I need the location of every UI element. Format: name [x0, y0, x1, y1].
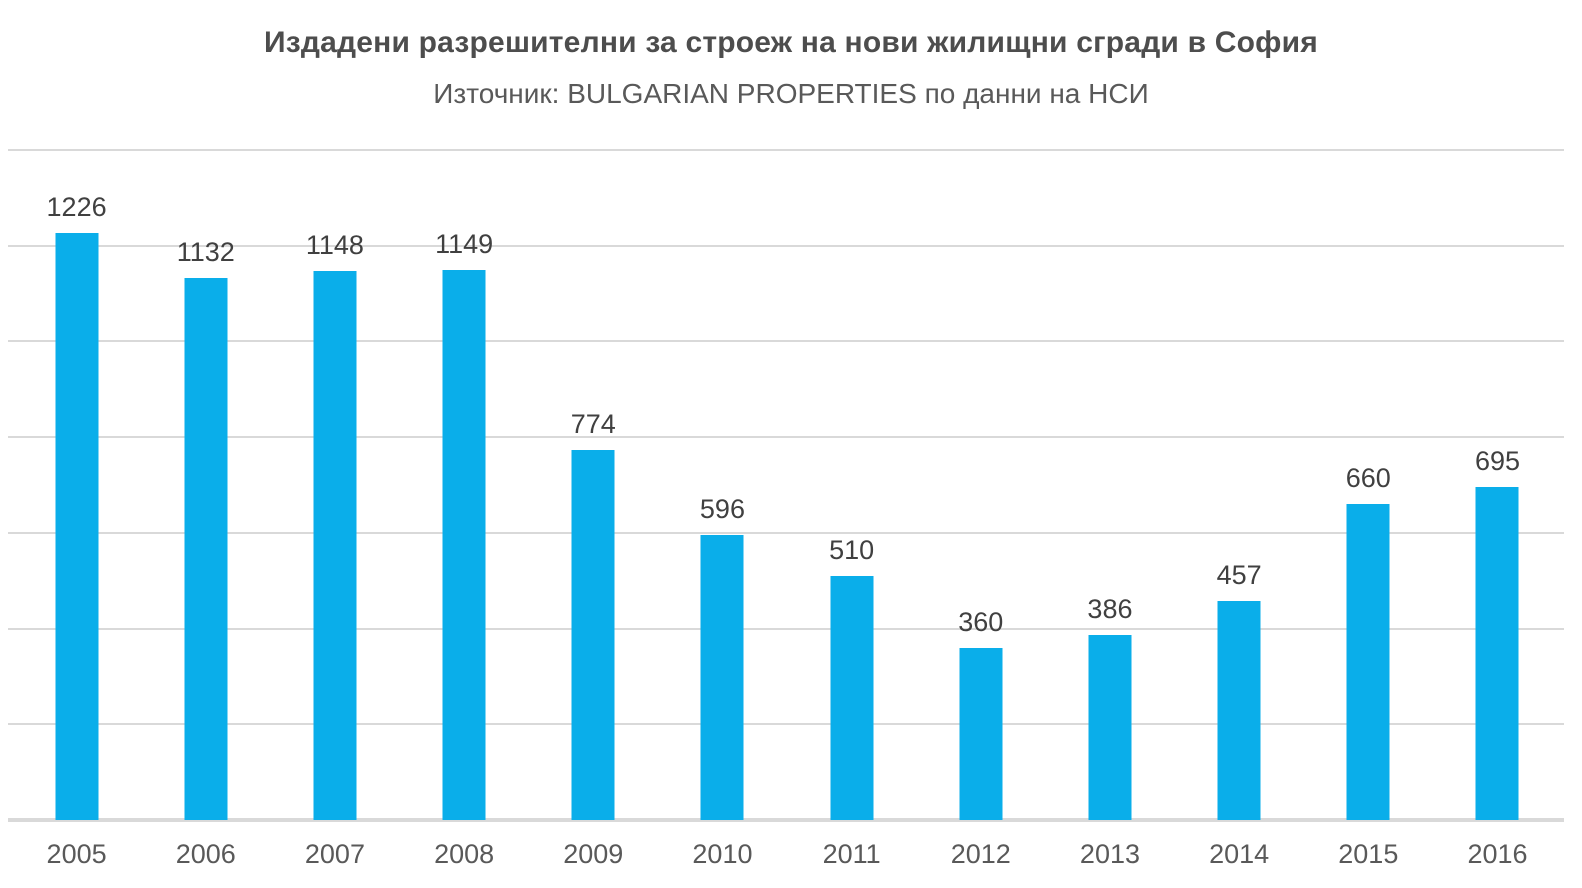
plot-area: 1226 1132 1148 1149 774 596 510 360 386 457 660 695 — [8, 149, 1564, 822]
data-label-2014: 457 — [1216, 560, 1262, 591]
gridline-1400 — [8, 149, 1564, 151]
x-axis-label-2009: 2009 — [563, 839, 624, 869]
bar-column-2012: 360 — [916, 150, 1045, 820]
data-label-2009: 774 — [570, 408, 616, 439]
data-label-2005: 1226 — [46, 192, 107, 223]
gridline-200 — [8, 723, 1564, 726]
bar-2013 — [1088, 635, 1132, 820]
bar-2015 — [1346, 504, 1390, 820]
x-axis-label-2006: 2006 — [175, 839, 236, 869]
bar-2005 — [55, 233, 99, 820]
bar-column-2015: 660 — [1304, 150, 1433, 820]
data-label-2008: 1149 — [435, 229, 494, 260]
gridline-400 — [8, 627, 1564, 630]
bar-2007 — [313, 270, 357, 820]
bar-column-2011: 510 — [787, 150, 916, 820]
gridline-1000 — [8, 340, 1564, 343]
data-label-2006: 1132 — [176, 237, 235, 268]
gridline-1200 — [8, 244, 1564, 247]
bar-column-2009: 774 — [529, 150, 658, 820]
bar-2016 — [1475, 487, 1519, 820]
bar-column-2005: 1226 — [12, 150, 141, 820]
x-axis-label-2008: 2008 — [434, 839, 495, 869]
bar-2009 — [571, 449, 615, 820]
data-label-2011: 510 — [829, 534, 875, 565]
data-label-2013: 386 — [1087, 594, 1133, 625]
bar-column-2006: 1132 — [141, 150, 270, 820]
x-axis-line — [8, 818, 1564, 822]
x-axis-label-2012: 2012 — [950, 839, 1011, 869]
data-label-2012: 360 — [958, 606, 1004, 637]
bar-2012 — [959, 647, 1003, 820]
x-axis-labels: 2005 2006 2007 2008 2009 2010 2011 2012 2013 2014… — [12, 838, 1562, 870]
bar-2008 — [442, 270, 486, 820]
data-label-2015: 660 — [1345, 463, 1391, 494]
bar-2011 — [830, 575, 874, 820]
x-axis-label-2005: 2005 — [46, 839, 107, 869]
bar-column-2008: 1149 — [400, 150, 529, 820]
x-axis-label-2007: 2007 — [304, 839, 365, 869]
data-label-2010: 596 — [699, 493, 745, 524]
x-axis-label-2016: 2016 — [1467, 839, 1528, 869]
bar-2006 — [184, 278, 228, 820]
bar-column-2007: 1148 — [270, 150, 399, 820]
bar-2014 — [1217, 601, 1261, 820]
bar-column-2010: 596 — [658, 150, 787, 820]
x-axis-label-2015: 2015 — [1338, 839, 1399, 869]
gridline-800 — [8, 436, 1564, 439]
x-axis-label-2011: 2011 — [822, 839, 881, 869]
bar-column-2013: 386 — [1045, 150, 1174, 820]
chart-subtitle: Източник: BULGARIAN PROPERTIES по данни … — [433, 78, 1149, 109]
x-axis-label-2010: 2010 — [692, 839, 753, 869]
x-axis-label-2013: 2013 — [1079, 839, 1140, 869]
data-label-2016: 695 — [1474, 446, 1520, 477]
x-axis-label-2014: 2014 — [1209, 839, 1270, 869]
bar-2010 — [700, 534, 744, 820]
data-label-2007: 1148 — [305, 229, 364, 260]
chart-title: Издадени разрешителни за строеж на нови … — [264, 26, 1318, 59]
bar-series: 1226 1132 1148 1149 774 596 510 360 386 457 660 695 — [12, 150, 1562, 820]
bar-column-2016: 695 — [1433, 150, 1562, 820]
bar-column-2014: 457 — [1175, 150, 1304, 820]
gridline-600 — [8, 531, 1564, 534]
